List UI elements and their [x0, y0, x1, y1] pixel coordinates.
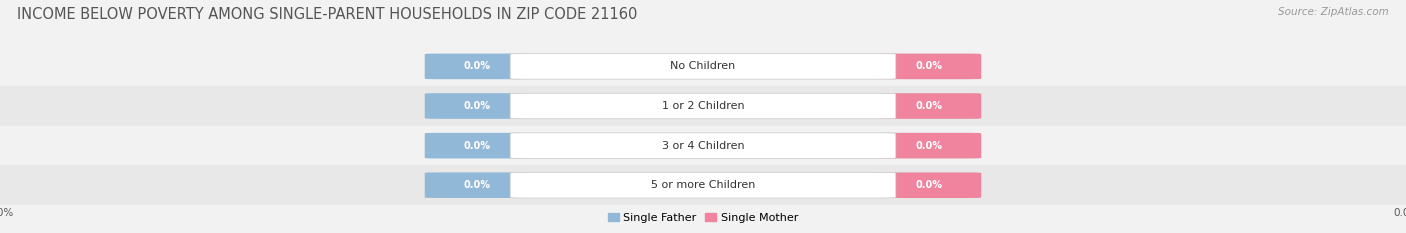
- FancyBboxPatch shape: [425, 133, 981, 158]
- FancyBboxPatch shape: [425, 54, 529, 79]
- FancyBboxPatch shape: [510, 133, 896, 158]
- Text: 0.0%: 0.0%: [464, 141, 491, 151]
- Text: Source: ZipAtlas.com: Source: ZipAtlas.com: [1278, 7, 1389, 17]
- Bar: [0, 126, 1406, 165]
- FancyBboxPatch shape: [425, 93, 529, 119]
- FancyBboxPatch shape: [510, 172, 896, 198]
- Bar: [0, 86, 1406, 126]
- Text: 3 or 4 Children: 3 or 4 Children: [662, 141, 744, 151]
- Text: No Children: No Children: [671, 62, 735, 71]
- Text: 0.0%: 0.0%: [915, 141, 942, 151]
- FancyBboxPatch shape: [425, 54, 981, 79]
- Text: 0.0%: 0.0%: [915, 180, 942, 190]
- FancyBboxPatch shape: [425, 93, 981, 119]
- FancyBboxPatch shape: [877, 54, 981, 79]
- Legend: Single Father, Single Mother: Single Father, Single Mother: [603, 209, 803, 227]
- FancyBboxPatch shape: [510, 54, 896, 79]
- Text: 0.0%: 0.0%: [915, 62, 942, 71]
- Bar: [0, 47, 1406, 86]
- Text: 1 or 2 Children: 1 or 2 Children: [662, 101, 744, 111]
- FancyBboxPatch shape: [877, 93, 981, 119]
- Bar: [0, 165, 1406, 205]
- Text: 0.0%: 0.0%: [464, 180, 491, 190]
- Text: INCOME BELOW POVERTY AMONG SINGLE-PARENT HOUSEHOLDS IN ZIP CODE 21160: INCOME BELOW POVERTY AMONG SINGLE-PARENT…: [17, 7, 637, 22]
- FancyBboxPatch shape: [877, 133, 981, 158]
- Text: 0.0%: 0.0%: [464, 62, 491, 71]
- FancyBboxPatch shape: [877, 172, 981, 198]
- Text: 0.0%: 0.0%: [464, 101, 491, 111]
- Text: 0.0%: 0.0%: [915, 101, 942, 111]
- FancyBboxPatch shape: [510, 93, 896, 119]
- Text: 5 or more Children: 5 or more Children: [651, 180, 755, 190]
- FancyBboxPatch shape: [425, 133, 529, 158]
- FancyBboxPatch shape: [425, 172, 529, 198]
- FancyBboxPatch shape: [425, 172, 981, 198]
